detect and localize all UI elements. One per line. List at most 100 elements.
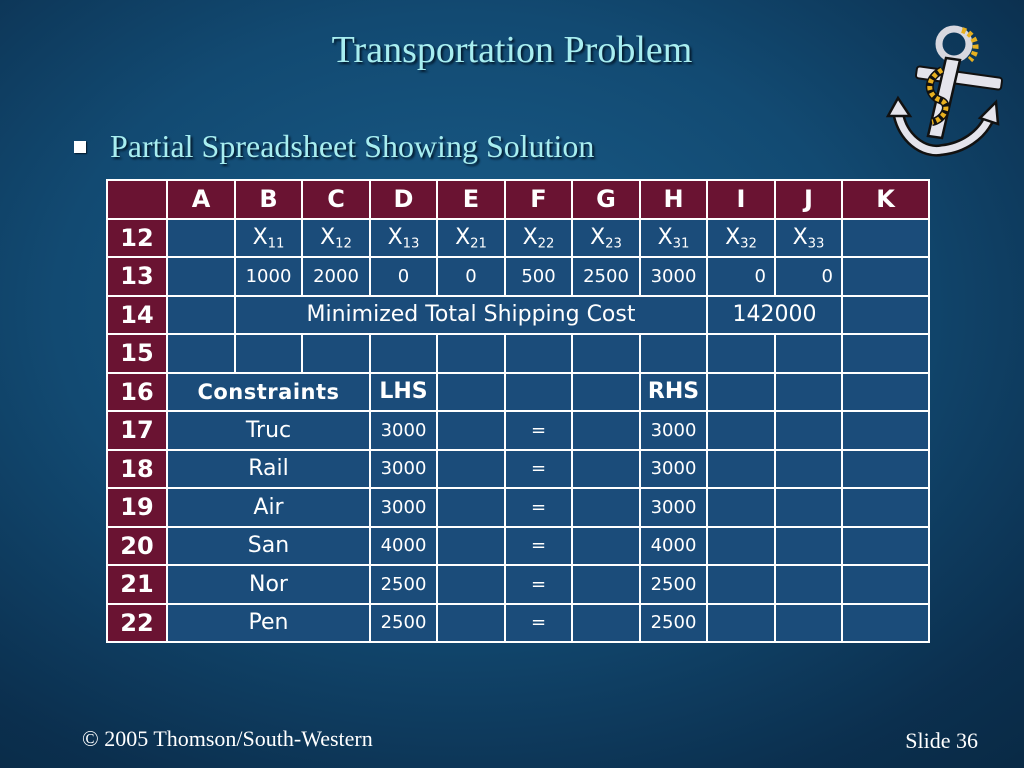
cell[interactable] [436, 410, 506, 451]
variable-label-cell[interactable]: X11 [234, 217, 303, 258]
cell[interactable] [841, 217, 930, 258]
cell[interactable] [841, 564, 930, 605]
cell[interactable] [436, 564, 506, 605]
cell[interactable] [841, 256, 930, 297]
row-header[interactable]: 21 [106, 564, 168, 605]
operator-cell[interactable]: = [504, 487, 573, 528]
operator-cell[interactable]: = [504, 564, 573, 605]
cell[interactable] [436, 448, 506, 489]
cell[interactable] [774, 410, 843, 451]
col-header-j[interactable]: J [774, 179, 843, 220]
cell[interactable] [639, 333, 708, 374]
cell[interactable] [841, 294, 930, 335]
cell[interactable] [504, 333, 573, 374]
cell[interactable] [234, 333, 303, 374]
cell[interactable] [301, 333, 371, 374]
col-header-h[interactable]: H [639, 179, 708, 220]
cell[interactable] [841, 487, 930, 528]
cell[interactable] [571, 487, 641, 528]
col-header-c[interactable]: C [301, 179, 371, 220]
solution-value-cell[interactable]: 500 [504, 256, 573, 297]
cell[interactable] [774, 525, 843, 566]
operator-cell[interactable]: = [504, 525, 573, 566]
constraint-name-cell[interactable]: San [166, 525, 371, 566]
solution-value-cell[interactable]: 1000 [234, 256, 303, 297]
row-header[interactable]: 17 [106, 410, 168, 451]
solution-value-cell[interactable]: 3000 [639, 256, 708, 297]
row-header[interactable]: 15 [106, 333, 168, 374]
row-header[interactable]: 18 [106, 448, 168, 489]
cell[interactable] [571, 564, 641, 605]
cell[interactable] [774, 602, 843, 643]
cell[interactable] [841, 333, 930, 374]
cell[interactable] [571, 602, 641, 643]
cell[interactable] [436, 371, 506, 412]
cell[interactable] [841, 602, 930, 643]
cell[interactable] [774, 487, 843, 528]
cell[interactable] [706, 410, 776, 451]
col-header-g[interactable]: G [571, 179, 641, 220]
cell[interactable] [841, 371, 930, 412]
row-header[interactable]: 16 [106, 371, 168, 412]
cell[interactable] [841, 410, 930, 451]
row-header[interactable]: 13 [106, 256, 168, 297]
row-header[interactable]: 19 [106, 487, 168, 528]
corner-cell[interactable] [106, 179, 168, 220]
cell[interactable] [166, 333, 236, 374]
variable-label-cell[interactable]: X31 [639, 217, 708, 258]
constraint-name-cell[interactable]: Air [166, 487, 371, 528]
constraint-name-cell[interactable]: Rail [166, 448, 371, 489]
col-header-e[interactable]: E [436, 179, 506, 220]
cell[interactable] [706, 333, 776, 374]
rhs-value-cell[interactable]: 2500 [639, 564, 708, 605]
solution-value-cell[interactable]: 2500 [571, 256, 641, 297]
cell[interactable] [706, 487, 776, 528]
solution-value-cell[interactable]: 0 [436, 256, 506, 297]
operator-cell[interactable]: = [504, 410, 573, 451]
total-cost-value-cell[interactable]: 142000 [706, 294, 843, 335]
cell[interactable] [436, 487, 506, 528]
col-header-i[interactable]: I [706, 179, 776, 220]
cell[interactable] [571, 371, 641, 412]
cell[interactable] [166, 217, 236, 258]
col-header-f[interactable]: F [504, 179, 573, 220]
variable-label-cell[interactable]: X21 [436, 217, 506, 258]
lhs-heading-cell[interactable]: LHS [369, 371, 438, 412]
cell[interactable] [571, 333, 641, 374]
cell[interactable] [841, 525, 930, 566]
lhs-value-cell[interactable]: 4000 [369, 525, 438, 566]
lhs-value-cell[interactable]: 3000 [369, 448, 438, 489]
variable-label-cell[interactable]: X32 [706, 217, 776, 258]
operator-cell[interactable]: = [504, 602, 573, 643]
cell[interactable] [571, 525, 641, 566]
rhs-value-cell[interactable]: 3000 [639, 410, 708, 451]
solution-value-cell[interactable]: 0 [774, 256, 843, 297]
cell[interactable] [166, 256, 236, 297]
rhs-value-cell[interactable]: 4000 [639, 525, 708, 566]
cell[interactable] [841, 448, 930, 489]
variable-label-cell[interactable]: X33 [774, 217, 843, 258]
cell[interactable] [706, 602, 776, 643]
row-header[interactable]: 12 [106, 217, 168, 258]
solution-value-cell[interactable]: 0 [706, 256, 776, 297]
lhs-value-cell[interactable]: 3000 [369, 487, 438, 528]
col-header-d[interactable]: D [369, 179, 438, 220]
variable-label-cell[interactable]: X23 [571, 217, 641, 258]
cell[interactable] [504, 371, 573, 412]
row-header[interactable]: 20 [106, 525, 168, 566]
total-cost-label-cell[interactable]: Minimized Total Shipping Cost [234, 294, 708, 335]
variable-label-cell[interactable]: X22 [504, 217, 573, 258]
rhs-value-cell[interactable]: 3000 [639, 448, 708, 489]
solution-value-cell[interactable]: 0 [369, 256, 438, 297]
constraint-name-cell[interactable]: Nor [166, 564, 371, 605]
cell[interactable] [706, 564, 776, 605]
rhs-heading-cell[interactable]: RHS [639, 371, 708, 412]
col-header-k[interactable]: K [841, 179, 930, 220]
row-header[interactable]: 22 [106, 602, 168, 643]
lhs-value-cell[interactable]: 2500 [369, 564, 438, 605]
col-header-b[interactable]: B [234, 179, 303, 220]
col-header-a[interactable]: A [166, 179, 236, 220]
cell[interactable] [571, 410, 641, 451]
cell[interactable] [166, 294, 236, 335]
row-header[interactable]: 14 [106, 294, 168, 335]
